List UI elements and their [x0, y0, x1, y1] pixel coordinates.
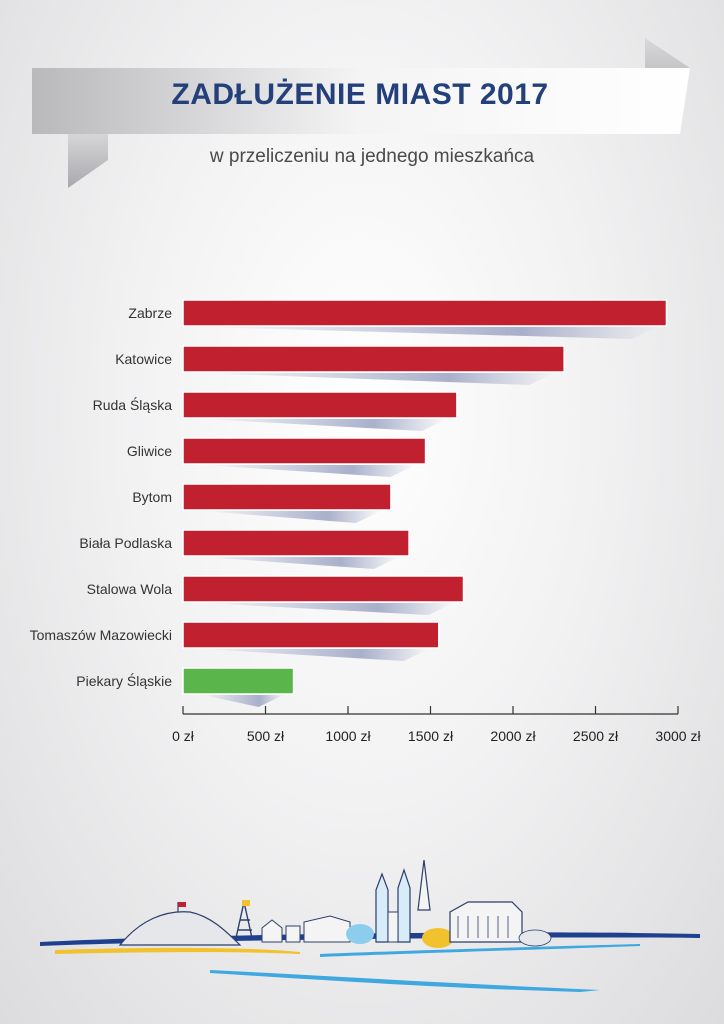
bar-shadow	[203, 419, 447, 431]
x-tick-label: 0 zł	[172, 728, 195, 744]
bar-tomaszów-mazowiecki	[182, 621, 440, 649]
bar-biała-podlaska	[182, 529, 410, 557]
bar-bytom	[182, 483, 392, 511]
bar-shadow	[203, 557, 400, 569]
page-subtitle: w przeliczeniu na jednego mieszkańca	[209, 146, 535, 167]
category-label: Biała Podlaska	[79, 535, 172, 551]
ribbon-body	[32, 68, 690, 134]
category-label: Ruda Śląska	[93, 396, 173, 413]
bar-chart: Zabrze Katowice Ruda Śląska Gliwice Bytom Bia…	[30, 299, 701, 744]
bar-katowice	[182, 345, 565, 373]
bar-piekary-śląskie	[182, 667, 295, 695]
bar-shadow	[203, 465, 416, 477]
bar-shadow	[203, 695, 284, 707]
category-label: Katowice	[115, 351, 172, 367]
page-title: ZADŁUŻENIE MIAST 2017	[171, 78, 549, 111]
bar-gliwice	[182, 437, 427, 465]
bar-stalowa-wola	[182, 575, 465, 603]
bar-shadow	[203, 649, 429, 661]
title-ribbon	[32, 38, 690, 188]
category-label: Stalowa Wola	[87, 581, 173, 597]
bar-shadow	[203, 511, 381, 523]
x-tick-label: 1000 zł	[325, 728, 371, 744]
bar-shadow	[203, 603, 454, 615]
ribbon-tail-left	[68, 130, 108, 188]
x-tick-label: 2000 zł	[490, 728, 536, 744]
x-tick-label: 500 zł	[247, 728, 285, 744]
category-label: Piekary Śląskie	[76, 672, 172, 689]
category-label: Gliwice	[127, 443, 172, 459]
bar-shadow	[203, 327, 657, 339]
category-label: Tomaszów Mazowiecki	[30, 627, 172, 643]
bar-shadow	[203, 373, 555, 385]
city-skyline-illustration	[40, 859, 700, 992]
x-tick-label: 1500 zł	[408, 728, 454, 744]
x-tick-label: 2500 zł	[573, 728, 619, 744]
category-label: Zabrze	[128, 305, 172, 321]
category-label: Bytom	[132, 489, 172, 505]
bar-ruda-śląska	[182, 391, 458, 419]
bar-zabrze	[182, 299, 668, 327]
x-tick-label: 3000 zł	[655, 728, 701, 744]
